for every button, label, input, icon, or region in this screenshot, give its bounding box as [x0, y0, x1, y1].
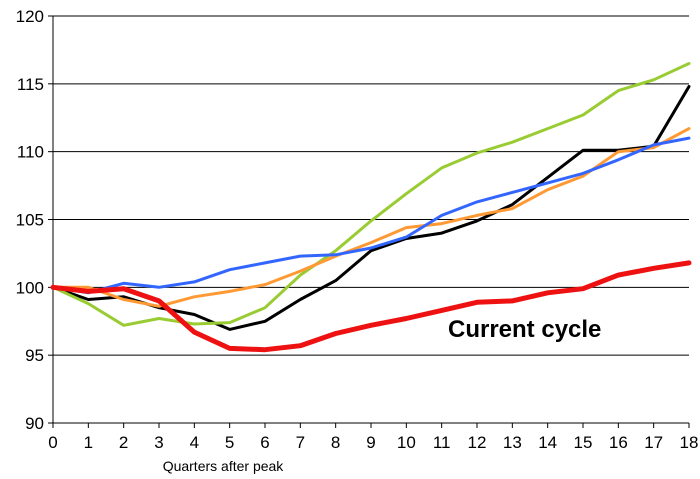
series-line-3 [51, 127, 691, 308]
x-tick-label-18: 18 [680, 433, 699, 452]
x-tick-label-8: 8 [331, 433, 340, 452]
series-line-1 [51, 85, 691, 331]
axes [48, 15, 690, 428]
x-tick-label-15: 15 [574, 433, 593, 452]
x-tick-label-6: 6 [260, 433, 269, 452]
x-tick-label-3: 3 [154, 433, 163, 452]
x-tick-label-0: 0 [48, 433, 57, 452]
y-tick-label-110: 110 [17, 143, 44, 162]
x-tick-label-10: 10 [397, 433, 416, 452]
x-tick-label-7: 7 [296, 433, 305, 452]
x-tick-label-17: 17 [644, 433, 663, 452]
y-tick-label-90: 90 [25, 414, 44, 433]
y-tick-label-105: 105 [16, 211, 44, 230]
x-tick-label-16: 16 [609, 433, 628, 452]
series-line-5 [50, 260, 692, 353]
x-tick-label-2: 2 [119, 433, 128, 452]
x-tick-label-9: 9 [366, 433, 375, 452]
x-tick-label-11: 11 [433, 433, 451, 452]
series-lines [50, 62, 692, 353]
x-tick-label-12: 12 [468, 433, 487, 452]
current-cycle-annotation: Current cycle [448, 316, 601, 343]
y-tick-label-115: 115 [17, 75, 44, 94]
y-tick-label-95: 95 [25, 346, 44, 365]
y-tick-label-100: 100 [16, 278, 44, 297]
x-axis-title: Quarters after peak [163, 458, 285, 474]
x-tick-label-1: 1 [84, 433, 93, 452]
series-line-4 [51, 136, 691, 295]
x-tick-label-5: 5 [225, 433, 234, 452]
x-tick-label-13: 13 [503, 433, 522, 452]
y-tick-label-120: 120 [16, 7, 44, 26]
series-line-2 [51, 62, 691, 327]
x-tick-label-4: 4 [190, 433, 199, 452]
x-tick-label-14: 14 [538, 433, 557, 452]
